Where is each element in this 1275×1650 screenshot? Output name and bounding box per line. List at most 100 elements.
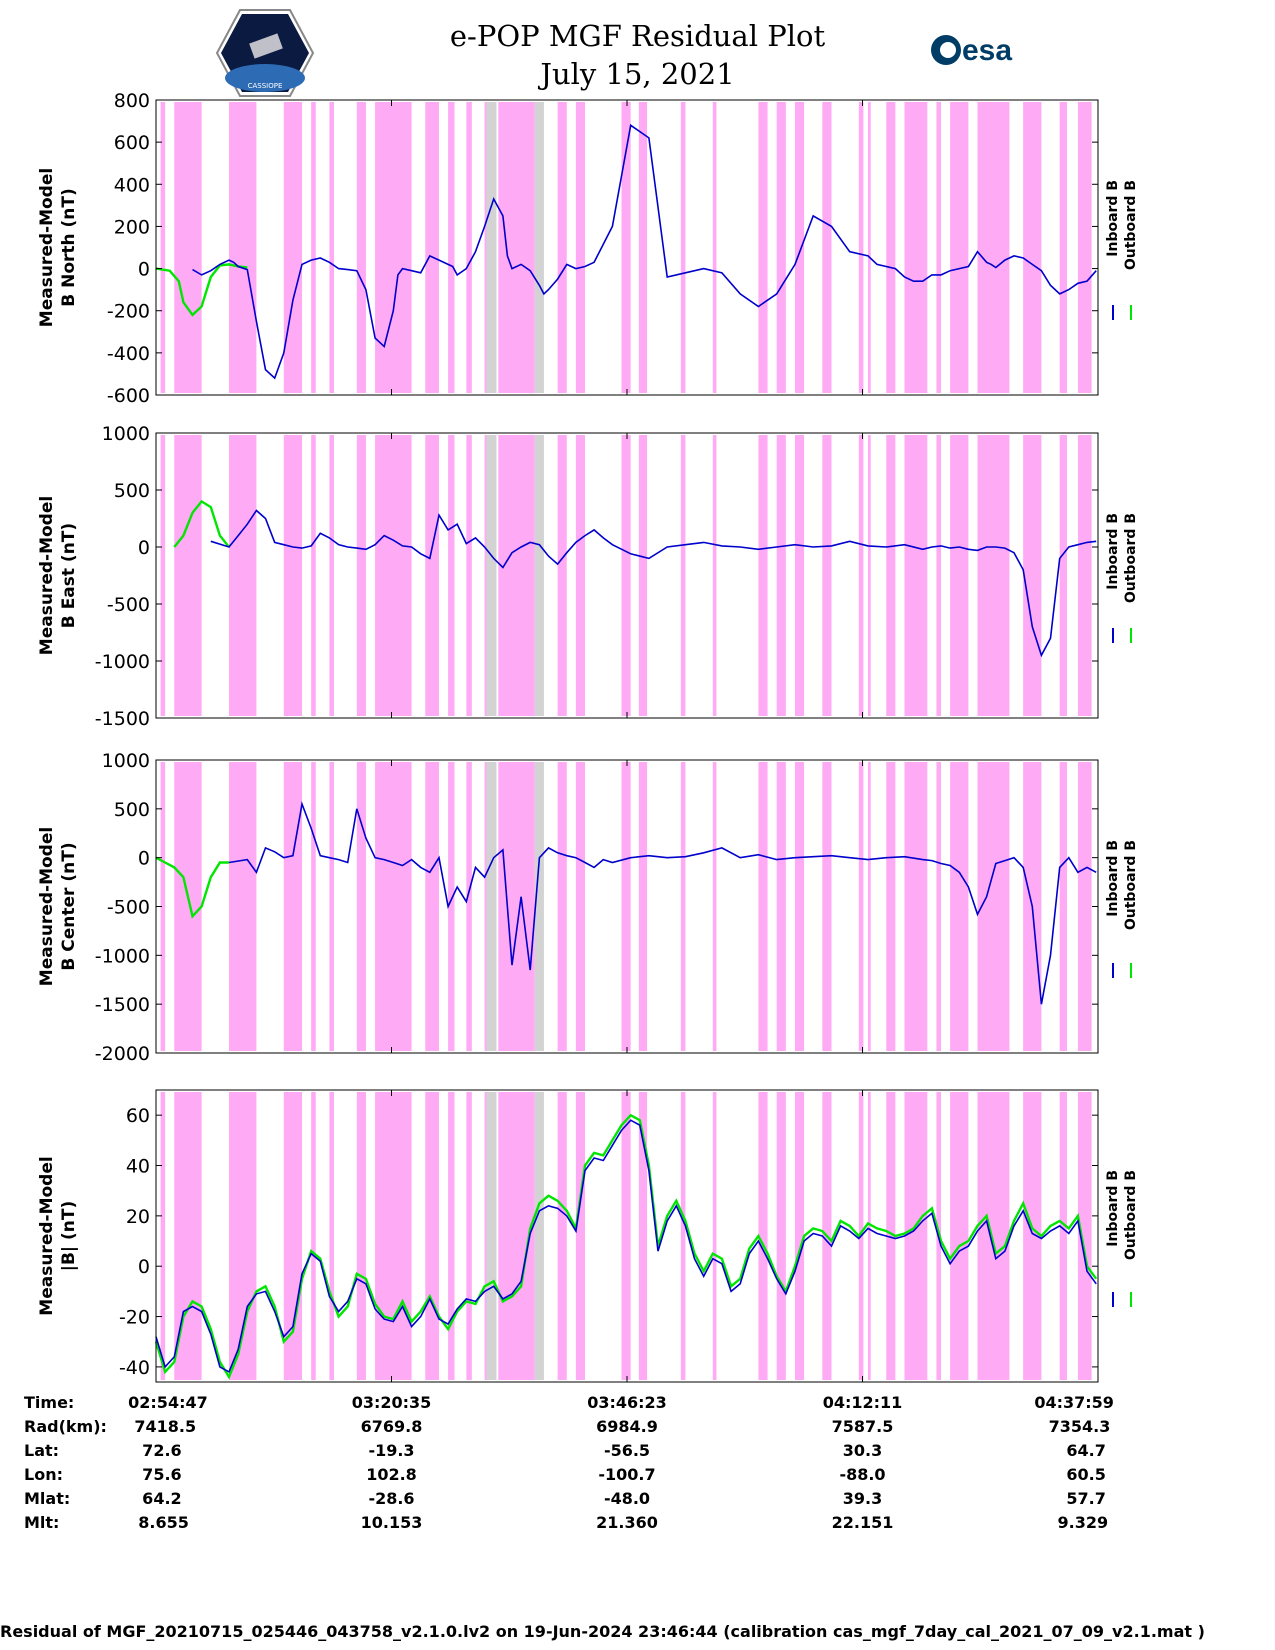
shade-pink	[425, 1092, 439, 1380]
shade-pink	[557, 435, 567, 716]
info-value: 64.7	[1066, 1441, 1106, 1460]
shade-pink	[858, 762, 864, 1051]
shade-pink	[638, 762, 648, 1051]
shade-pink	[575, 762, 586, 1051]
info-row-label: Lat:	[24, 1441, 60, 1460]
y-tick-label: 500	[114, 480, 150, 502]
info-value: 7418.5	[134, 1417, 197, 1436]
shade-pink	[712, 762, 717, 1051]
shade-pink	[621, 102, 631, 393]
shade-pink	[356, 762, 366, 1051]
shade-pink	[638, 1092, 648, 1380]
info-value: 102.8	[366, 1465, 417, 1484]
info-row-label: Time:	[24, 1393, 75, 1412]
shade-pink	[638, 102, 648, 393]
footer-caption: Residual of MGF_20210715_025446_043758_v…	[0, 1622, 1205, 1641]
legend-outboard-label: Outboard B	[1123, 513, 1139, 603]
y-tick-label: -200	[107, 301, 150, 323]
shade-pink	[160, 102, 166, 393]
cassiope-caption: CASSIOPE	[248, 82, 283, 90]
shade-pink	[375, 102, 412, 393]
shade-pink	[356, 1092, 366, 1380]
cassiope-logo: CASSIOPE	[215, 9, 315, 97]
shade-pink	[822, 102, 832, 393]
shade-pink	[1059, 762, 1067, 1051]
info-value: 6984.9	[596, 1417, 658, 1436]
shade-pink	[867, 1092, 871, 1380]
shade-pink	[904, 762, 928, 1051]
shade-gray	[534, 435, 544, 716]
shade-pink	[776, 435, 786, 716]
shade-pink	[776, 1092, 786, 1380]
y-tick-label: 800	[114, 90, 150, 112]
info-value: 57.7	[1066, 1489, 1106, 1508]
info-row-label: Rad(km):	[24, 1417, 107, 1436]
shade-pink	[311, 762, 316, 1051]
info-value: -28.6	[368, 1489, 415, 1508]
esa-logo-text: esa	[962, 34, 1012, 67]
esa-logo: esa	[931, 34, 1012, 67]
info-value: -48.0	[603, 1489, 651, 1508]
shade-pink	[758, 102, 768, 393]
shade-pink	[712, 102, 717, 393]
shade-pink	[680, 1092, 686, 1380]
y-tick-label: 0	[138, 1256, 150, 1278]
shade-pink	[904, 1092, 928, 1380]
shade-pink	[375, 1092, 412, 1380]
info-row-label: Mlat:	[24, 1489, 71, 1508]
shade-pink	[160, 762, 166, 1051]
y-tick-label: 1000	[102, 423, 150, 445]
shade-pink	[867, 435, 871, 716]
info-value: 22.151	[831, 1513, 894, 1532]
info-value: 04:37:59	[1034, 1393, 1114, 1412]
shade-pink	[575, 1092, 586, 1380]
shade-pink	[448, 435, 455, 716]
y-tick-label: 0	[138, 848, 150, 870]
shade-pink	[498, 102, 535, 393]
legend-inboard-label: Inboard B	[1105, 513, 1121, 590]
y-axis-label: B Center (nT)	[59, 842, 79, 970]
shade-pink	[329, 1092, 334, 1380]
y-tick-label: 400	[114, 174, 150, 196]
shade-pink	[229, 762, 257, 1051]
shade-pink	[977, 762, 1010, 1051]
shade-pink	[936, 762, 941, 1051]
shade-pink	[329, 435, 334, 716]
shade-gray	[534, 1092, 544, 1380]
shade-pink	[758, 762, 768, 1051]
info-value: 64.2	[142, 1489, 182, 1508]
shade-pink	[329, 762, 334, 1051]
y-axis-label: Measured-Model	[37, 1156, 57, 1315]
y-axis-label: Measured-Model	[37, 827, 57, 986]
shade-pink	[977, 1092, 1010, 1380]
shade-pink	[680, 102, 686, 393]
info-value: 8.655	[138, 1513, 189, 1532]
shade-pink	[950, 762, 969, 1051]
shade-pink	[822, 762, 832, 1051]
shade-pink	[936, 102, 941, 393]
shade-pink	[283, 762, 303, 1051]
shade-pink	[621, 435, 631, 716]
info-value: 7354.3	[1048, 1417, 1111, 1436]
shade-pink	[448, 102, 455, 393]
shade-pink	[160, 1092, 166, 1380]
shade-pink	[498, 762, 535, 1051]
shade-pink	[356, 435, 366, 716]
shade-pink	[1059, 435, 1067, 716]
shade-pink	[977, 102, 1010, 393]
y-tick-label: -2000	[95, 1043, 150, 1065]
shade-pink	[1059, 1092, 1067, 1380]
shade-pink	[375, 435, 412, 716]
info-value: -56.5	[603, 1441, 651, 1460]
shade-pink	[904, 435, 928, 716]
panel-1: -600 -400 -200 0 200 400 600 800 Measured-Model B…	[37, 90, 1139, 407]
shade-pink	[712, 435, 717, 716]
shade-pink	[557, 102, 567, 393]
shade-pink	[425, 762, 439, 1051]
shade-pink	[466, 102, 472, 393]
shade-pink	[1023, 435, 1042, 716]
y-tick-label: 200	[114, 216, 150, 238]
shade-pink	[794, 1092, 805, 1380]
shade-pink	[776, 102, 786, 393]
shade-pink	[950, 102, 969, 393]
